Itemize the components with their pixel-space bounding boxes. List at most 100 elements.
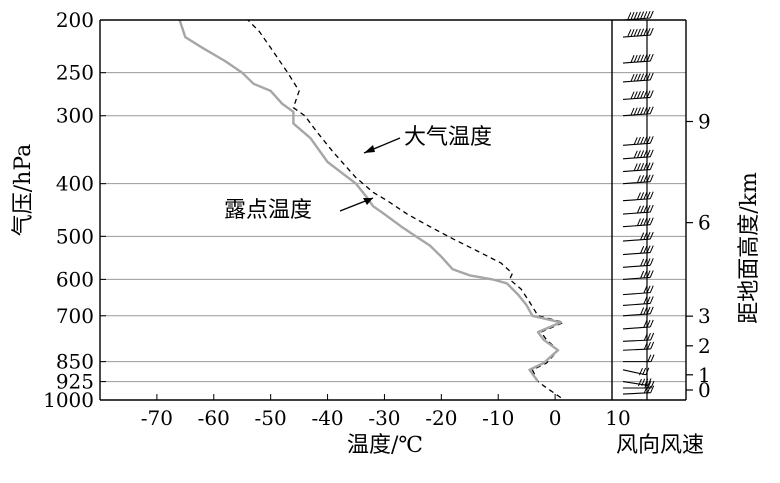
wind-barb-feather — [647, 385, 651, 394]
wind-barb-staff — [622, 264, 651, 268]
wind-barb-feather — [650, 380, 655, 389]
dewpoint-line — [178, 19, 562, 383]
height-tick-label-0: 0 — [698, 378, 711, 402]
wind-barb-feather — [649, 72, 654, 81]
wind-barb-feather — [643, 191, 648, 200]
series-layer — [178, 19, 565, 399]
wind-barb-feather — [640, 90, 645, 99]
axes-frame — [99, 19, 693, 401]
wind-barb-feather — [649, 191, 654, 199]
wind-barb-feather — [627, 29, 632, 37]
wind-barb-feather — [649, 245, 654, 253]
wind-barb-feather — [643, 162, 648, 171]
wind-barb-staff — [622, 238, 651, 242]
wind-barb-staff — [622, 276, 651, 280]
wind-barb-feather — [650, 385, 655, 393]
wind-barb-staff — [622, 348, 651, 351]
y-axis-title: 气压/hPa — [11, 144, 36, 237]
wind-barb-staff — [622, 326, 651, 330]
wind-barb-staff — [622, 313, 651, 317]
wind-barb-feather — [643, 217, 648, 226]
wind-barb-feather — [647, 341, 651, 350]
wind-barb-feather — [633, 28, 638, 37]
wind-barb-240 — [622, 53, 654, 64]
y2-axis-title: 距地面高度/km — [737, 172, 762, 324]
wind-barb-feather — [649, 217, 654, 225]
wind-barb-feather — [630, 91, 635, 99]
wind-barb-feather — [649, 90, 654, 98]
wind-barb-feather — [630, 107, 635, 116]
annotation-arrow-dewpoint-head — [363, 198, 373, 205]
wind-barb-feather — [650, 341, 655, 350]
wind-barb-feather — [649, 53, 654, 62]
wind-barb-feather — [636, 218, 641, 226]
wind-barb-feather — [633, 11, 638, 20]
wind-barb-feather — [643, 306, 648, 315]
wind-barb-feather — [640, 28, 645, 36]
temperature-tick-label--40: -40 — [311, 406, 343, 430]
height-tick-label-3: 3 — [698, 304, 711, 328]
wind-barb-380 — [622, 162, 654, 173]
temperature-tick-label--60: -60 — [198, 406, 230, 430]
wind-barb-455 — [622, 204, 654, 215]
wind-barb-feather — [627, 12, 632, 20]
wind-barb-feather — [633, 150, 638, 158]
wind-barb-feather — [633, 54, 638, 63]
wind-barb-feather — [633, 137, 638, 145]
wind-barb-feather — [650, 354, 655, 362]
wind-barb-feather — [649, 106, 654, 114]
wind-barb-feather — [643, 296, 648, 305]
wind-barb-feather — [633, 107, 638, 115]
wind-barb-feather — [649, 10, 654, 19]
wind-barb-feather — [643, 11, 648, 19]
wind-barb-700 — [622, 306, 654, 317]
pressure-tick-label-200: 200 — [56, 8, 94, 32]
wind-barb-staff — [622, 224, 651, 228]
wind-barb-feather — [640, 270, 645, 279]
height-tick-label-6: 6 — [698, 211, 711, 235]
wind-barb-feather — [649, 162, 654, 170]
wind-barb-200 — [622, 10, 654, 21]
pressure-tick-label-1000: 1000 — [43, 388, 94, 412]
wind-barb-feather — [640, 54, 645, 62]
pressure-tick-label-250: 250 — [56, 61, 94, 85]
wind-barb-feather — [643, 174, 648, 183]
temperature-tick-label--10: -10 — [482, 406, 514, 430]
wind-barb-staff — [622, 79, 651, 83]
wind-barb-feather — [643, 54, 648, 62]
wind-barb-feather — [640, 192, 645, 200]
wind-barb-670 — [622, 296, 654, 306]
wind-barb-staff — [622, 292, 651, 296]
wind-barb-feather — [640, 245, 645, 254]
wind-barb-feather — [649, 27, 654, 36]
wind-barb-feather — [630, 29, 635, 37]
wind-barb-975 — [622, 385, 655, 395]
wind-barb-925 — [622, 378, 652, 387]
wind-barb-feather — [650, 332, 655, 341]
wind-barb-feather — [643, 90, 648, 99]
wind-barb-feather — [649, 174, 654, 182]
wind-barb-staff — [622, 211, 651, 215]
wind-barb-feather — [646, 11, 651, 19]
wind-barb-feather — [640, 205, 645, 213]
wind-barb-feather — [649, 270, 654, 278]
wind-barb-feather — [643, 245, 648, 254]
wind-barb-staff — [622, 251, 651, 256]
annotation-arrow-air-temperature-head — [364, 145, 375, 153]
wind-barb-360 — [622, 149, 654, 160]
wind-barb-feather — [630, 73, 635, 82]
wind-barb-feather — [640, 258, 645, 267]
wind-barb-feather — [636, 175, 641, 183]
wind-barb-feather — [636, 192, 641, 200]
wind-barb-staff — [622, 392, 651, 395]
wind-barb-400 — [622, 174, 654, 185]
height-tick-label-2: 2 — [698, 334, 711, 358]
wind-barb-staff — [622, 96, 651, 100]
wind-barb-feather — [649, 319, 654, 328]
height-tick-label-1: 1 — [698, 363, 711, 387]
wind-barb-feather — [640, 175, 645, 183]
wind-barb-600 — [622, 270, 654, 280]
pressure-tick-label-400: 400 — [56, 172, 94, 196]
wind-barb-feather — [643, 149, 648, 158]
wind-barb-feather — [636, 54, 641, 63]
